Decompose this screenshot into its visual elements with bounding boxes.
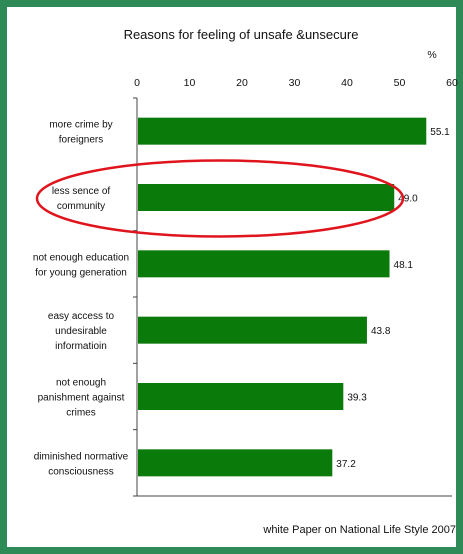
bar — [138, 383, 344, 410]
x-tick-label: 60 — [446, 77, 458, 89]
bar — [138, 316, 367, 344]
bar — [138, 250, 390, 278]
unit-label: % — [427, 49, 436, 61]
chart-title: Reasons for feeling of unsafe &unsecure — [124, 27, 359, 42]
plot-area: 55.1 more crime by foreigners 49.0 less senc… — [33, 97, 452, 497]
bar — [138, 184, 395, 211]
category-label: informatioin — [55, 341, 107, 352]
category-label: not enough education — [33, 252, 129, 263]
x-tick-label: 20 — [236, 77, 248, 89]
bar-value-label: 37.2 — [336, 459, 356, 470]
category-label: for young generation — [35, 267, 127, 278]
category-label: not enough — [56, 378, 106, 389]
category-label: panishment against — [38, 393, 125, 404]
x-tick-label: 40 — [341, 77, 353, 89]
bar-value-label: 43.8 — [371, 326, 391, 337]
category-label: more crime by — [49, 120, 112, 131]
category-label: less sence of — [52, 186, 111, 197]
bar-value-label: 39.3 — [347, 393, 367, 404]
x-axis-ticks: 0 10 20 30 40 50 60 — [134, 77, 458, 89]
category-label: community — [57, 201, 105, 212]
x-tick-label: 50 — [394, 77, 406, 89]
category-label: crimes — [66, 408, 95, 419]
x-tick-label: 10 — [184, 77, 196, 89]
highlight-ellipse — [35, 159, 405, 238]
x-tick-label: 0 — [134, 77, 140, 89]
category-label: foreigners — [59, 135, 103, 146]
bar-value-label: 49.0 — [398, 194, 418, 205]
x-tick-label: 30 — [289, 77, 301, 89]
bar — [138, 117, 427, 145]
category-label: diminished normative — [34, 451, 129, 462]
category-label: easy access to — [48, 311, 115, 322]
source-note: white Paper on National Life Style 2007 — [262, 524, 456, 536]
category-label: consciousness — [48, 466, 114, 477]
bar — [138, 449, 333, 477]
bar-value-label: 48.1 — [394, 260, 414, 271]
bar-value-label: 55.1 — [430, 127, 450, 138]
category-label: undesirable — [55, 326, 107, 337]
